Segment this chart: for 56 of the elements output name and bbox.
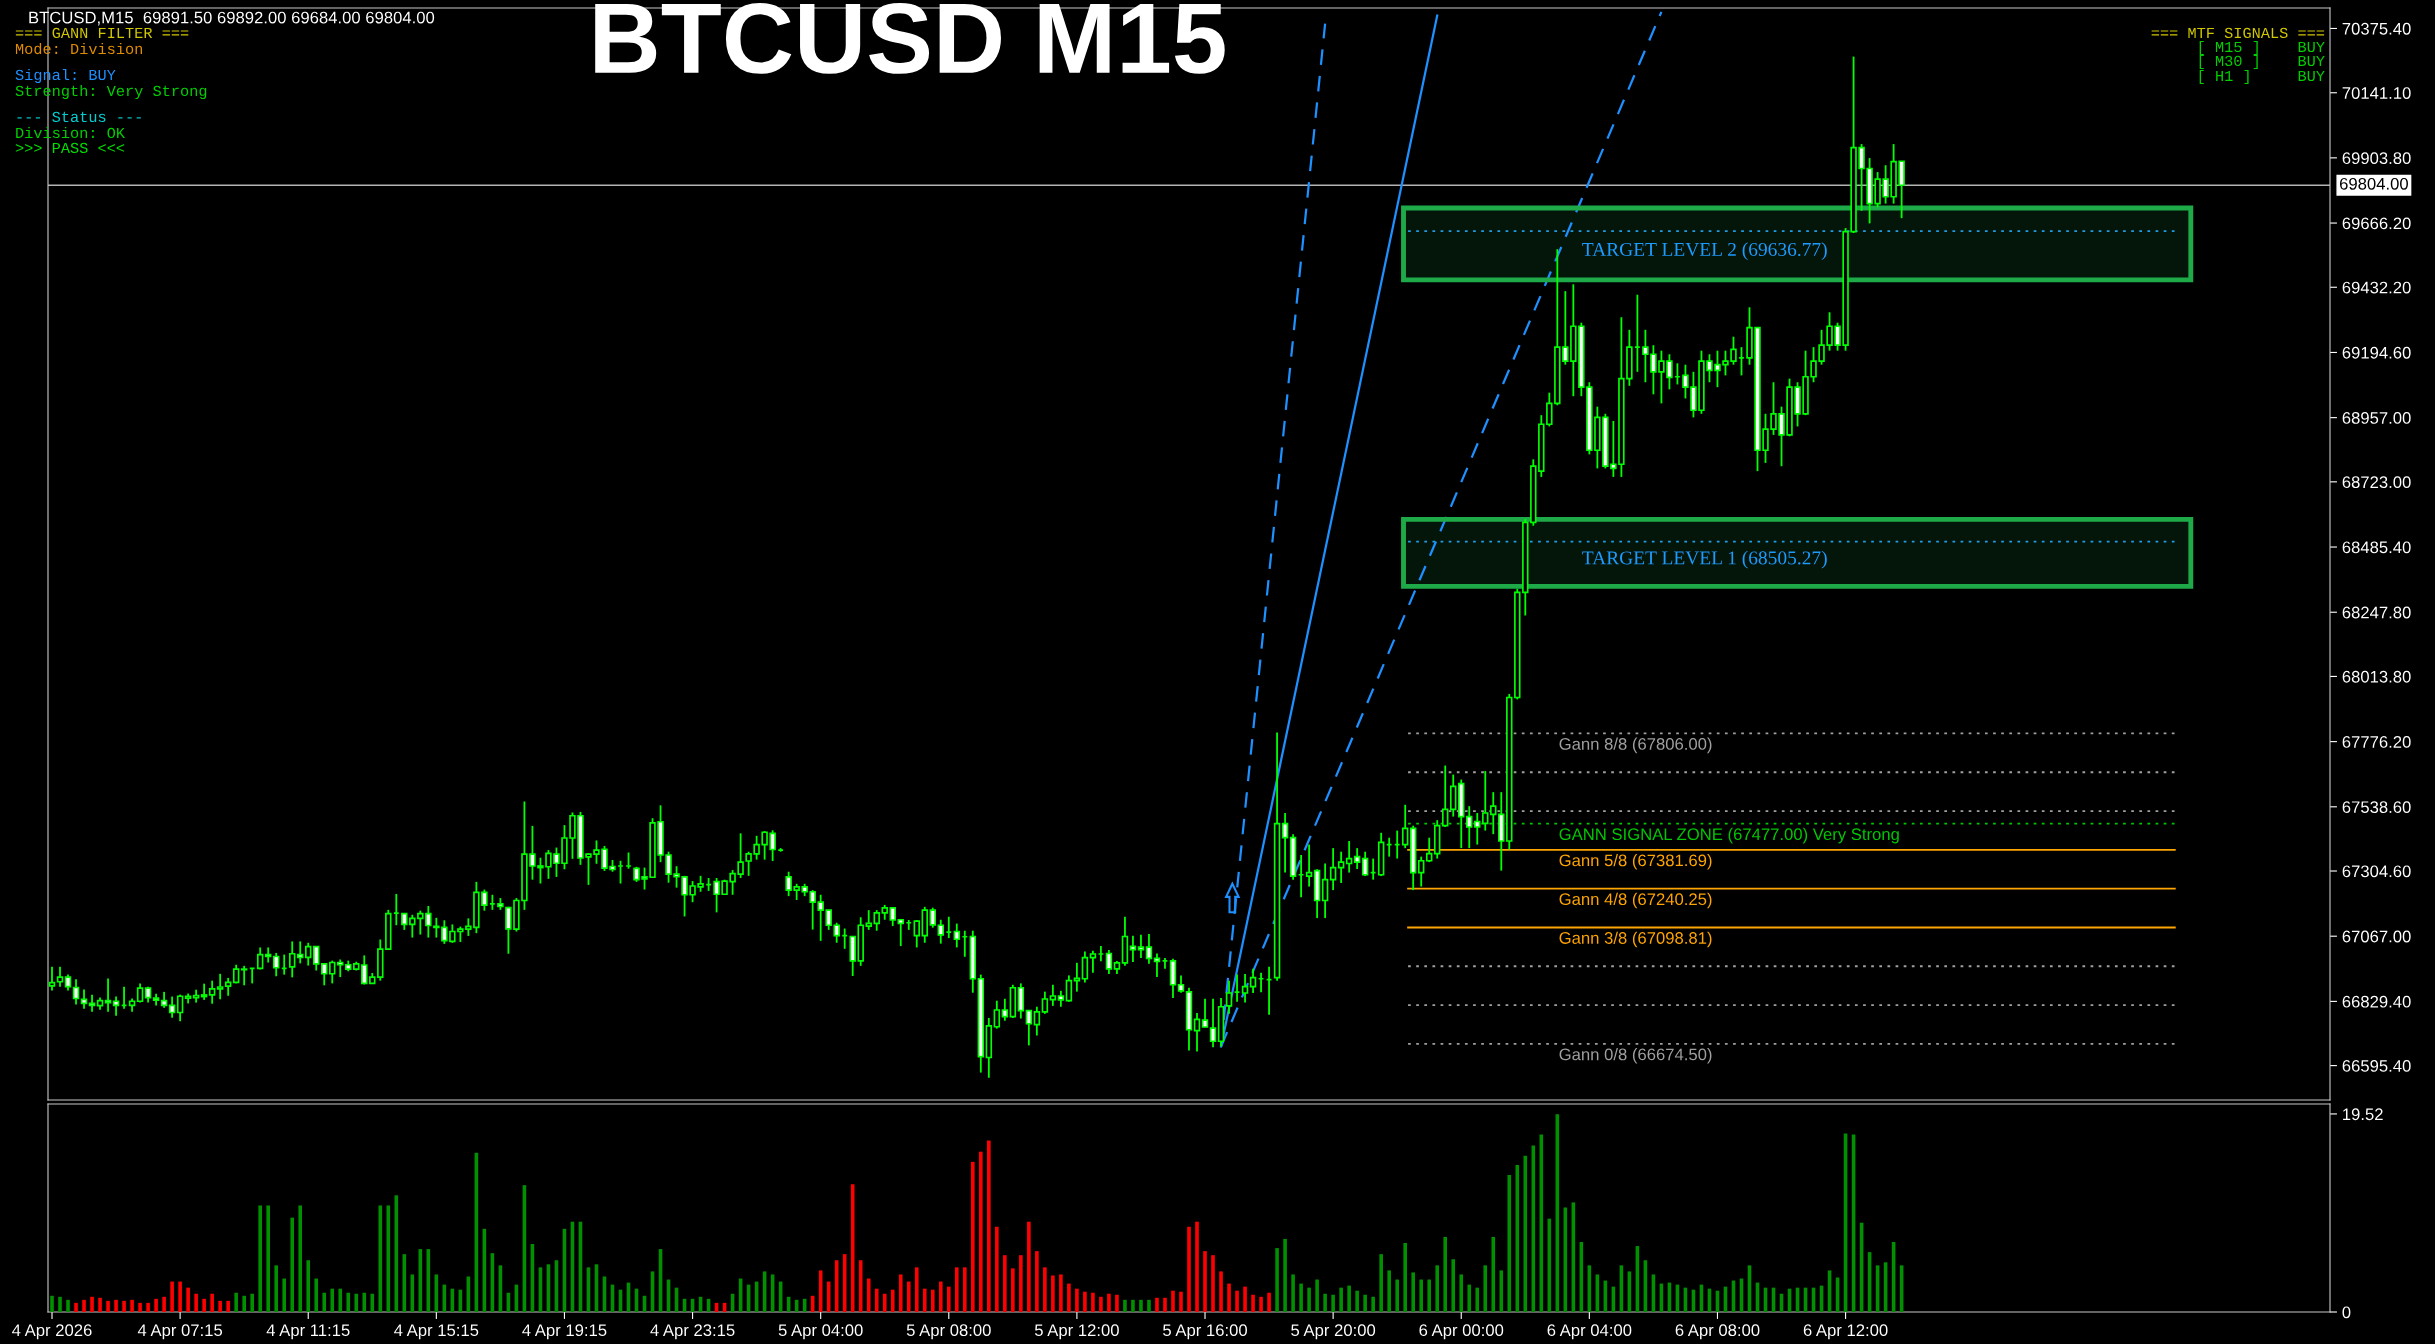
x-tick-label: 5 Apr 16:00 bbox=[1163, 1324, 1247, 1340]
annotation: === GANN FILTER === bbox=[15, 27, 189, 39]
x-tick-label: 4 Apr 19:15 bbox=[522, 1324, 607, 1340]
x-tick-label: 5 Apr 08:00 bbox=[906, 1324, 991, 1340]
y-tick-label: 67067.00 bbox=[2342, 930, 2411, 943]
ref-line-label: Gann 4/8 (67240.25) bbox=[1559, 892, 1712, 909]
annotation: >>> PASS <<< bbox=[15, 142, 125, 154]
annotation: Mode: Division bbox=[15, 42, 143, 55]
band-label: TARGET LEVEL 2 (69636.77) bbox=[1582, 242, 1827, 260]
x-tick-label: 6 Apr 00:00 bbox=[1419, 1324, 1504, 1340]
y-tick-label: 69432.20 bbox=[2342, 281, 2411, 294]
y-tick-label: 66829.40 bbox=[2342, 995, 2411, 1008]
y-tick-label: 68723.00 bbox=[2342, 476, 2411, 489]
x-tick-label: 4 Apr 11:15 bbox=[266, 1324, 350, 1340]
x-tick-label: 4 Apr 2026 bbox=[12, 1324, 92, 1340]
chart-title: BTCUSD M15 bbox=[595, 3, 1225, 74]
x-tick-label: 5 Apr 20:00 bbox=[1291, 1324, 1376, 1340]
y-tick-label: 67776.20 bbox=[2342, 736, 2411, 748]
x-tick-label: 6 Apr 08:00 bbox=[1675, 1324, 1760, 1340]
y-tick-label: 69666.20 bbox=[2342, 217, 2411, 230]
y-tick-label: 69194.60 bbox=[2342, 346, 2411, 359]
y-tick-label: 68247.80 bbox=[2342, 606, 2411, 619]
ref-line-label: Gann 3/8 (67098.81) bbox=[1559, 931, 1712, 948]
y-tick-label: 70375.40 bbox=[2342, 22, 2411, 35]
band-label: TARGET LEVEL 1 (68505.27) bbox=[1582, 550, 1827, 569]
y-tick-label: 67538.60 bbox=[2342, 801, 2411, 814]
ref-line-label: Gann 8/8 (67806.00) bbox=[1559, 737, 1712, 754]
y-tick-label: 66595.40 bbox=[2342, 1059, 2411, 1072]
annotation: --- Status --- bbox=[17, 111, 141, 123]
x-tick-label: 4 Apr 23:15 bbox=[650, 1324, 735, 1340]
x-tick-label: 5 Apr 12:00 bbox=[1034, 1324, 1119, 1340]
y-tick-label: 68013.80 bbox=[2342, 670, 2411, 683]
x-tick-label: 6 Apr 12:00 bbox=[1803, 1324, 1888, 1340]
annotation: Signal: BUY bbox=[15, 68, 116, 84]
annotation: [ M15 ] BUY bbox=[2199, 40, 2325, 56]
x-tick-label: 5 Apr 04:00 bbox=[778, 1324, 863, 1340]
x-tick-label: 4 Apr 07:15 bbox=[137, 1324, 223, 1340]
y-tick-label: 19.52 bbox=[2343, 1108, 2383, 1121]
y-tick-label: 67304.60 bbox=[2342, 865, 2411, 878]
ref-line-label: GANN SIGNAL ZONE (67477.00) Very Strong bbox=[1559, 827, 1899, 844]
annotation: === MTF SIGNALS === bbox=[2151, 27, 2325, 39]
ref-line-label: 69804.00 bbox=[2339, 177, 2408, 190]
annotation: [ H1 ] BUY bbox=[2199, 69, 2325, 85]
annotation: BTCUSD,M15 69891.50 69892.00 69684.00 69804.00 bbox=[29, 11, 435, 26]
annotation: Division: OK bbox=[16, 126, 125, 139]
ref-line-label: Gann 0/8 (66674.50) bbox=[1559, 1048, 1712, 1064]
annotation: [ M30 ] BUY bbox=[2199, 54, 2325, 70]
y-tick-label: 68485.40 bbox=[2342, 541, 2411, 554]
x-tick-label: 4 Apr 15:15 bbox=[394, 1324, 479, 1340]
y-tick-label: 0 bbox=[2342, 1306, 2351, 1319]
y-tick-label: 68957.00 bbox=[2342, 412, 2411, 424]
y-tick-label: 70141.10 bbox=[2342, 87, 2411, 99]
x-tick-label: 6 Apr 04:00 bbox=[1547, 1324, 1632, 1340]
ref-line-label: Gann 5/8 (67381.69) bbox=[1559, 854, 1712, 870]
y-tick-label: 69903.80 bbox=[2342, 152, 2411, 165]
annotation: Strength: Very Strong bbox=[15, 84, 207, 100]
